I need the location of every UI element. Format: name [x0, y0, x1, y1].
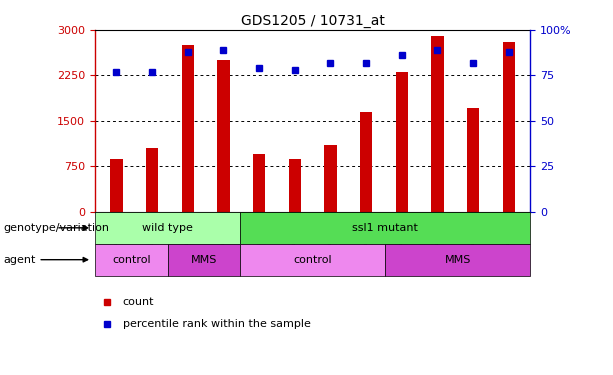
FancyBboxPatch shape	[167, 244, 240, 276]
Bar	[503, 42, 515, 212]
FancyBboxPatch shape	[240, 244, 385, 276]
Bar	[395, 72, 408, 212]
Bar	[181, 45, 194, 212]
Bar	[110, 159, 123, 212]
Title: GDS1205 / 10731_at: GDS1205 / 10731_at	[241, 13, 384, 28]
FancyBboxPatch shape	[95, 244, 167, 276]
Bar	[467, 108, 479, 212]
Text: control: control	[112, 255, 151, 265]
Text: count: count	[123, 297, 154, 307]
Text: ssl1 mutant: ssl1 mutant	[352, 223, 418, 233]
FancyBboxPatch shape	[385, 244, 530, 276]
Bar	[289, 159, 301, 212]
Text: wild type: wild type	[142, 223, 193, 233]
Text: control: control	[293, 255, 332, 265]
Text: agent: agent	[3, 255, 88, 265]
FancyBboxPatch shape	[95, 212, 240, 244]
Bar	[217, 60, 230, 212]
Bar	[253, 154, 265, 212]
Text: MMS: MMS	[191, 255, 217, 265]
Bar	[432, 36, 444, 212]
Text: genotype/variation: genotype/variation	[3, 223, 109, 233]
Bar	[146, 148, 158, 212]
Text: percentile rank within the sample: percentile rank within the sample	[123, 320, 310, 329]
Text: MMS: MMS	[444, 255, 471, 265]
FancyBboxPatch shape	[240, 212, 530, 244]
Bar	[324, 145, 337, 212]
Bar	[360, 112, 372, 212]
